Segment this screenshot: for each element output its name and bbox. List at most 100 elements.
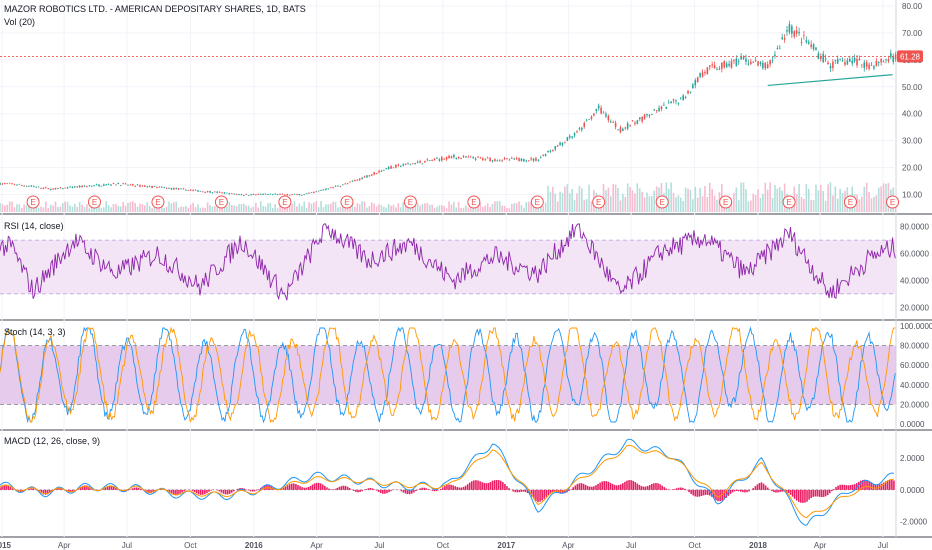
candle-body — [870, 65, 873, 66]
volume-bar — [759, 198, 762, 212]
macd-histogram-bar — [67, 489, 70, 492]
candle-body — [571, 136, 573, 138]
volume-bar — [757, 189, 759, 212]
volume-bar — [882, 183, 885, 212]
candle-body — [805, 40, 808, 43]
candle-body — [363, 176, 366, 178]
volume-bar — [578, 186, 581, 212]
volume-bar — [467, 207, 470, 212]
macd-histogram-bar — [390, 489, 392, 492]
volume-bar — [105, 200, 108, 212]
macd-histogram-bar — [502, 482, 504, 490]
volume-bar — [646, 192, 648, 212]
candle-body — [426, 159, 429, 161]
volume-bar — [696, 197, 699, 212]
macd-histogram-bar — [839, 484, 841, 490]
macd-histogram-bar — [32, 488, 34, 490]
candle-body — [836, 58, 839, 64]
candle-body — [305, 193, 308, 195]
volume-bar — [122, 201, 124, 212]
macd-histogram-bar — [576, 484, 579, 490]
macd-histogram-bar — [228, 489, 231, 494]
candle-body — [416, 161, 419, 163]
volume-bar — [856, 194, 858, 212]
volume-bar — [873, 196, 875, 212]
volume-bar — [532, 206, 535, 212]
volume-bar — [380, 205, 383, 212]
candle-body — [844, 62, 846, 65]
volume-bar — [223, 204, 226, 212]
macd-histogram-bar — [642, 486, 645, 490]
volume-bar — [771, 198, 774, 212]
candle-body — [593, 113, 595, 116]
candle-body — [356, 179, 359, 181]
volume-bar — [240, 204, 243, 212]
macd-histogram-bar — [682, 487, 684, 490]
macd-histogram-bar — [808, 489, 810, 500]
volume-bar — [146, 202, 149, 212]
macd-histogram-bar — [568, 489, 570, 491]
candle-body — [568, 135, 571, 138]
candle-body — [462, 155, 465, 157]
volume-bar — [139, 203, 141, 212]
macd-histogram-bar — [754, 486, 757, 490]
candle-body — [146, 186, 149, 188]
macd-histogram-bar — [860, 480, 862, 490]
x-tick-label: Jul — [878, 541, 888, 550]
volume-bar — [158, 205, 161, 212]
volume-bar — [875, 195, 878, 212]
volume-bar — [250, 207, 252, 212]
volume-bar — [201, 207, 204, 212]
candle-body — [612, 122, 614, 123]
candle-body — [812, 44, 815, 50]
candle-body — [552, 150, 554, 151]
volume-bar — [173, 202, 175, 212]
candle-body — [786, 29, 788, 32]
macd-histogram-bar — [84, 485, 86, 490]
macd-histogram-bar — [862, 479, 864, 490]
candle-body — [317, 190, 320, 192]
volume-bar — [590, 201, 593, 212]
candle-body — [358, 178, 361, 181]
volume-bar — [127, 202, 129, 212]
candle-body — [554, 146, 557, 150]
candle-body — [713, 64, 716, 69]
macd-histogram-bar — [230, 489, 233, 493]
macd-histogram-bar — [247, 489, 250, 491]
volume-bar — [305, 208, 308, 212]
volume-bar — [235, 206, 238, 212]
macd-histogram-bar — [764, 485, 767, 490]
volume-bar — [35, 205, 38, 212]
candle-body — [165, 187, 168, 189]
macd-histogram-bar — [882, 482, 885, 490]
macd-histogram-bar — [210, 489, 212, 491]
volume-bar — [163, 208, 165, 212]
stoch-pane-label: Stoch (14, 3, 3) — [4, 327, 66, 337]
x-tick-label: Apr — [814, 541, 827, 550]
macd-histogram-bar — [659, 484, 661, 490]
macd-histogram-bar — [106, 486, 109, 490]
volume-bar — [491, 203, 494, 212]
volume-bar — [194, 207, 197, 212]
candle-body — [86, 186, 88, 188]
x-tick-label: Oct — [184, 541, 197, 550]
candle-body — [701, 72, 704, 77]
macd-histogram-bar — [735, 489, 738, 492]
volume-bar — [679, 197, 682, 212]
volume-bar — [267, 203, 269, 212]
macd-histogram-bar — [651, 483, 653, 490]
volume-bar — [0, 202, 1, 212]
volume-bar — [399, 207, 402, 212]
volume-bar — [252, 206, 255, 212]
candle-body — [407, 163, 409, 165]
volume-bar — [498, 201, 501, 212]
volume-bar — [144, 205, 146, 212]
macd-histogram-bar — [305, 487, 308, 490]
candle-body — [204, 192, 207, 193]
candle-body — [824, 58, 827, 60]
volume-bar — [25, 205, 28, 212]
volume-bar — [687, 188, 689, 212]
candle-body — [119, 185, 122, 187]
volume-bar — [378, 204, 380, 212]
